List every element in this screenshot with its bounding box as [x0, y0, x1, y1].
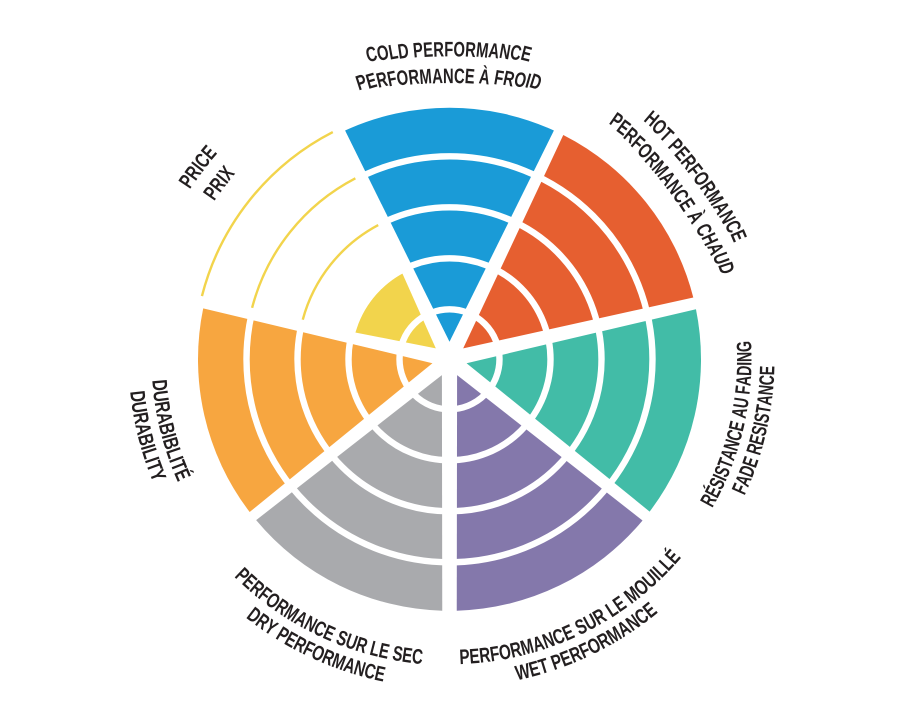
svg-text:E: E [755, 365, 779, 375]
svg-text:A: A [432, 65, 444, 89]
svg-text:S: S [750, 411, 775, 425]
svg-text:O: O [375, 40, 391, 65]
svg-text:I: I [140, 454, 164, 466]
svg-text:A: A [753, 393, 778, 406]
svg-text:R: R [464, 38, 476, 62]
svg-text:I: I [157, 431, 181, 441]
svg-text:W: W [513, 658, 533, 685]
svg-text:O: O [497, 639, 513, 665]
svg-text:U: U [729, 396, 754, 410]
svg-text:R: R [478, 642, 492, 667]
svg-text:E: E [468, 643, 480, 668]
svg-text:A: A [487, 39, 501, 63]
svg-text:U: U [127, 400, 152, 415]
svg-text:N: N [733, 352, 757, 362]
svg-text:E: E [464, 65, 476, 89]
svg-text:N: N [754, 384, 778, 396]
svg-text:F: F [731, 384, 755, 395]
svg-text:N: N [443, 65, 454, 88]
svg-text:R: R [433, 38, 445, 61]
svg-text:M: M [518, 633, 537, 659]
svg-text:A: A [732, 375, 756, 387]
svg-text:S: S [391, 641, 405, 667]
svg-text:A: A [152, 410, 178, 426]
svg-text:R: R [407, 65, 421, 89]
svg-text:I: I [749, 420, 773, 429]
svg-text:L: L [387, 40, 400, 64]
svg-text:U: U [149, 389, 174, 403]
svg-text:R: R [501, 66, 516, 91]
svg-text:R: R [150, 400, 175, 415]
svg-text:O: O [453, 38, 465, 61]
svg-text:C: C [454, 64, 465, 87]
svg-text:À: À [478, 64, 492, 89]
svg-text:P: P [412, 38, 424, 62]
svg-text:R: R [129, 410, 155, 426]
svg-text:F: F [492, 66, 505, 90]
svg-text:M: M [475, 38, 490, 62]
svg-text:R: R [508, 636, 524, 662]
svg-text:I: I [136, 441, 160, 452]
svg-text:C: C [411, 644, 424, 669]
svg-text:M: M [418, 65, 432, 89]
svg-text:D: D [126, 389, 151, 403]
svg-text:F: F [444, 38, 453, 61]
svg-text:D: D [396, 39, 410, 63]
svg-text:O: O [395, 66, 410, 91]
svg-text:D: D [732, 365, 756, 376]
svg-text:B: B [154, 420, 180, 437]
svg-text:C: C [508, 40, 523, 65]
svg-text:F: F [488, 641, 501, 666]
svg-text:A: A [727, 406, 752, 420]
svg-text:T: T [751, 403, 776, 415]
svg-text:O: O [512, 67, 529, 92]
svg-text:I: I [523, 69, 533, 92]
svg-text:I: I [733, 362, 756, 366]
svg-text:G: G [732, 340, 756, 352]
svg-text:E: E [422, 38, 433, 62]
svg-text:C: C [755, 374, 779, 386]
svg-text:A: A [131, 421, 157, 437]
svg-text:P: P [459, 644, 470, 668]
svg-text:D: D [148, 379, 173, 392]
svg-text:E: E [401, 642, 414, 667]
svg-text:N: N [498, 39, 513, 64]
svg-text:R: R [374, 67, 390, 92]
